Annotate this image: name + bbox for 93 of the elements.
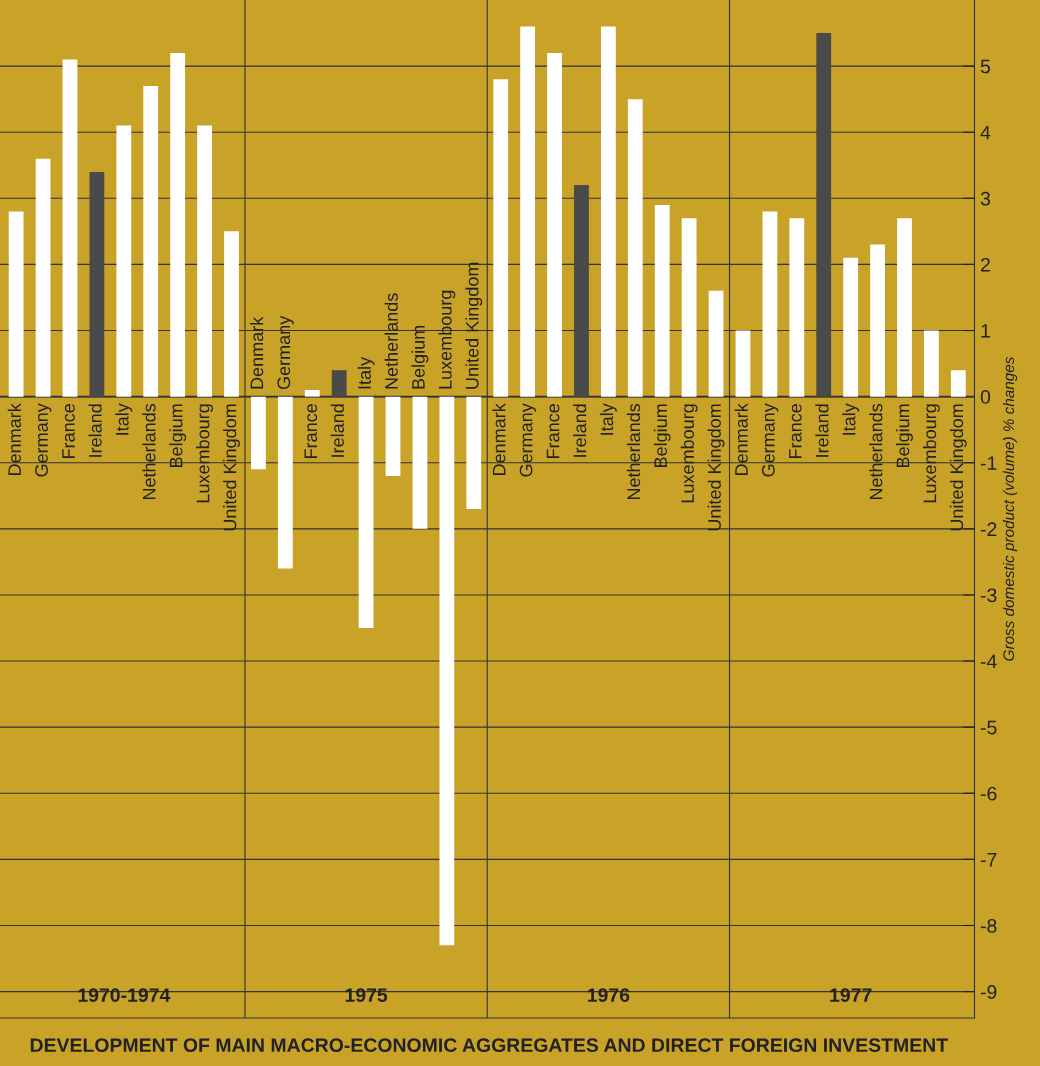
y-tick-label: 3 [980, 191, 990, 206]
bar [600, 26, 616, 397]
x-tick-label: France [789, 404, 802, 458]
bar [224, 231, 239, 397]
y-tick-label: -1 [980, 456, 997, 470]
bar [493, 79, 509, 397]
x-tick-label: Ireland [88, 404, 102, 457]
y-tick-label: 1 [981, 324, 990, 338]
y-tick-label: 4 [980, 125, 991, 140]
text: DEVELOPMENT OF MAIN MACRO-ECONOMIC AGGREGATES AND DIRECT FOREIGN INVESTMENT [30, 1038, 948, 1053]
bar [412, 396, 428, 529]
y-tick-label: -5 [980, 720, 997, 735]
x-tick-label: Italy [357, 356, 375, 389]
bar [843, 257, 859, 397]
x-tick-label: Netherlands [626, 403, 641, 500]
y-tick-label: 2 [981, 257, 990, 272]
bar [439, 396, 455, 946]
x-tick-label: Ireland [330, 404, 345, 457]
y-tick-label: -8 [980, 918, 997, 933]
bar [277, 396, 293, 569]
x-tick-label: France [304, 404, 318, 458]
bar [735, 330, 751, 397]
bar [116, 125, 132, 397]
y-tick-label: 0 [980, 390, 991, 404]
bar [466, 396, 482, 510]
x-tick-label: Germany [761, 403, 779, 477]
x-tick-label: Luxembourg [680, 404, 698, 503]
bar [197, 125, 212, 397]
bar [385, 396, 401, 476]
x-tick-label: Luxembourg [438, 290, 456, 389]
x-tick-label: United Kingdom [465, 262, 483, 389]
bar [62, 59, 78, 397]
y-tick-label: -6 [980, 786, 997, 801]
annotation: 1976 [587, 988, 630, 1002]
bar [8, 211, 24, 397]
bar [681, 218, 697, 397]
bar [816, 33, 832, 397]
y-tick-label: -4 [980, 654, 997, 669]
x-tick-label: Belgium [169, 404, 187, 467]
x-tick-label: Ireland [815, 404, 829, 457]
y-tick-label: -3 [980, 588, 997, 603]
bar [574, 185, 589, 397]
x-tick-label: Denmark [492, 403, 506, 476]
x-tick-label: Luxembourg [922, 404, 940, 503]
x-tick-label: Denmark [7, 403, 21, 476]
x-tick-label: Netherlands [142, 403, 156, 500]
x-tick-label: Italy [842, 403, 860, 435]
x-tick-label: Belgium [896, 404, 913, 467]
y-tick-label: -9 [980, 985, 997, 999]
bar [89, 171, 105, 397]
x-tick-label: Denmark [734, 403, 748, 476]
annotation: 1977 [830, 988, 872, 1002]
y-axis-title: Gross domestic product (volume) % changes [1002, 356, 1018, 661]
bar [789, 218, 805, 397]
annotation: 1970-1974 [78, 988, 171, 1002]
bar [654, 204, 670, 397]
x-tick-label: Italy [115, 403, 133, 435]
x-tick-label: France [546, 404, 560, 458]
y-tick-label: -2 [980, 522, 997, 536]
x-tick-label: United Kingdom [707, 404, 725, 531]
bar [870, 244, 885, 397]
bar [520, 26, 536, 397]
bar [708, 290, 724, 397]
bar [950, 370, 966, 397]
bar [251, 396, 266, 470]
x-tick-label: Denmark [250, 316, 264, 389]
bar [358, 396, 374, 629]
bar [331, 370, 347, 397]
x-tick-label: United Kingdom [949, 404, 967, 531]
x-tick-label: Netherlands [869, 403, 883, 500]
x-tick-label: Luxembourg [196, 404, 213, 503]
x-tick-label: France [62, 404, 75, 458]
y-tick-label: -7 [980, 853, 997, 867]
bar [762, 211, 778, 397]
bar [547, 52, 562, 397]
x-tick-label: Belgium [653, 404, 671, 467]
annotation: 1975 [345, 988, 388, 1002]
x-tick-label: Germany [277, 315, 294, 390]
x-tick-label: Belgium [411, 325, 429, 389]
x-tick-label: Ireland [573, 404, 587, 457]
x-tick-label: Italy [599, 403, 617, 435]
bar [627, 99, 643, 397]
x-tick-label: United Kingdom [223, 404, 240, 531]
x-tick-label: Germany [35, 403, 52, 477]
x-tick-label: Germany [519, 403, 537, 477]
bar [35, 158, 51, 397]
bar [304, 390, 320, 397]
x-tick-label: Netherlands [384, 293, 398, 389]
bar [143, 85, 159, 397]
bar [897, 218, 912, 397]
y-tick-label: 5 [980, 59, 991, 74]
bar [170, 52, 186, 397]
bar [924, 330, 939, 397]
